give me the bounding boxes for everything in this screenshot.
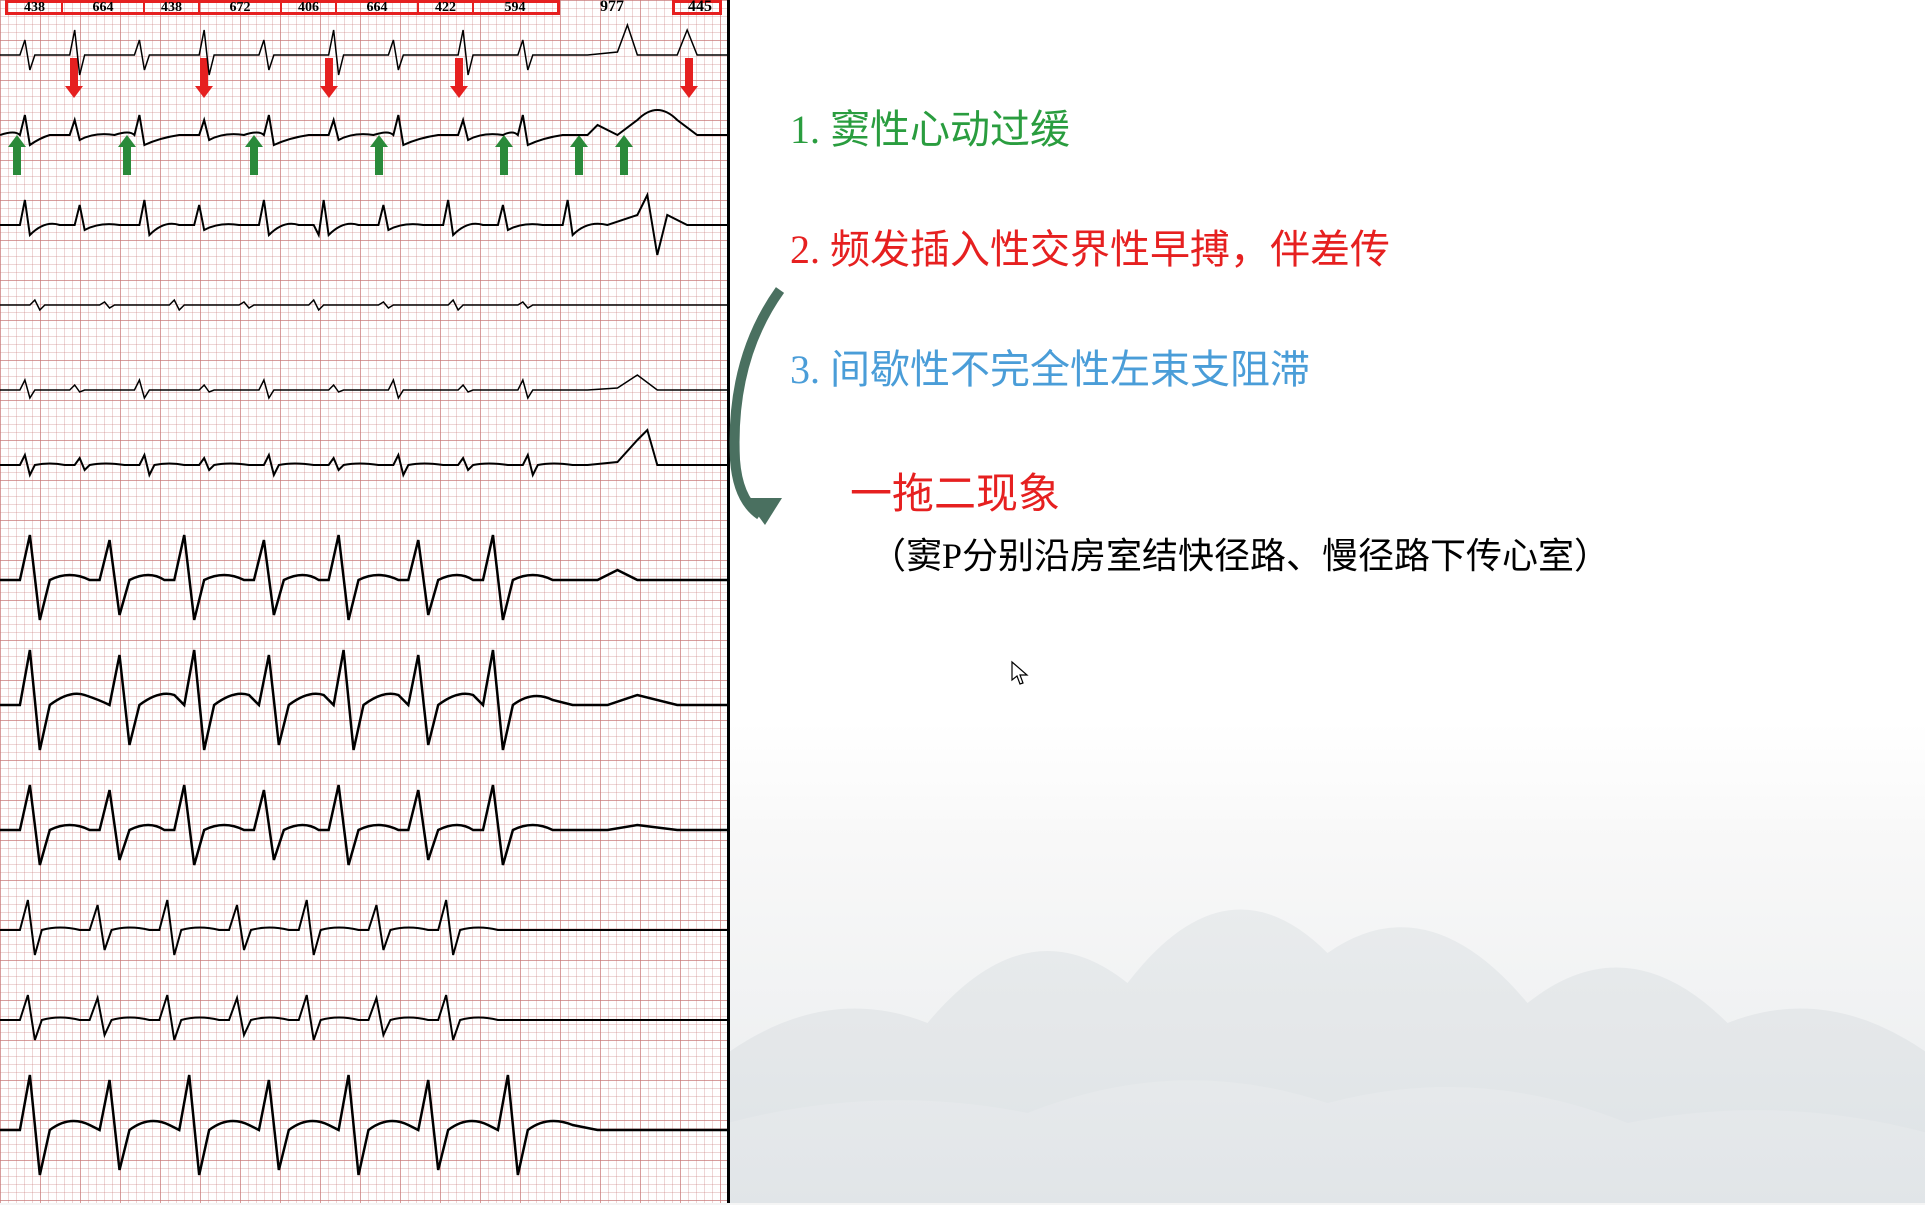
curved-arrow-icon <box>710 280 810 540</box>
ecg-lead-1 <box>0 10 727 100</box>
mountain-background-icon <box>730 703 1925 1203</box>
ecg-lead-6 <box>0 420 727 510</box>
ecg-lead-10 <box>0 880 727 980</box>
diagnosis-item-1: 1. 窦性心动过缓 <box>790 100 1885 160</box>
diagnosis-1-number: 1. <box>790 107 820 152</box>
ecg-lead-11 <box>0 970 727 1070</box>
ecg-lead-3 <box>0 180 727 270</box>
ecg-container: 438 664 438 672 406 664 422 594 977 445 <box>0 0 727 1203</box>
phenomenon-description: （窦P分别沿房室结快径路、慢径路下传心室） <box>850 529 1885 583</box>
ecg-lead-7 <box>0 520 727 640</box>
cursor-icon <box>1010 660 1030 693</box>
diagnosis-item-3: 3. 间歇性不完全性左束支阻滞 <box>790 340 1885 400</box>
diagnosis-item-2: 2. 频发插入性交界性早搏，伴差传 <box>790 220 1885 280</box>
ecg-panel: 438 664 438 672 406 664 422 594 977 445 <box>0 0 730 1203</box>
ecg-lead-2 <box>0 90 727 180</box>
diagnosis-1-text: 窦性心动过缓 <box>830 107 1070 152</box>
diagnosis-panel: 1. 窦性心动过缓 2. 频发插入性交界性早搏，伴差传 3. 间歇性不完全性左束… <box>730 0 1925 1203</box>
ecg-lead-4 <box>0 260 727 350</box>
phenomenon-title: 一拖二现象 <box>850 460 1885 521</box>
diagnosis-2-text: 频发插入性交界性早搏，伴差传 <box>830 227 1390 272</box>
diagnosis-3-text: 间歇性不完全性左束支阻滞 <box>830 347 1310 392</box>
ecg-lead-9 <box>0 770 727 890</box>
ecg-lead-8 <box>0 640 727 770</box>
ecg-lead-12 <box>0 1060 727 1200</box>
ecg-lead-5 <box>0 340 727 430</box>
phenomenon-block: 一拖二现象 （窦P分别沿房室结快径路、慢径路下传心室） <box>850 460 1885 583</box>
diagnosis-2-number: 2. <box>790 227 820 272</box>
